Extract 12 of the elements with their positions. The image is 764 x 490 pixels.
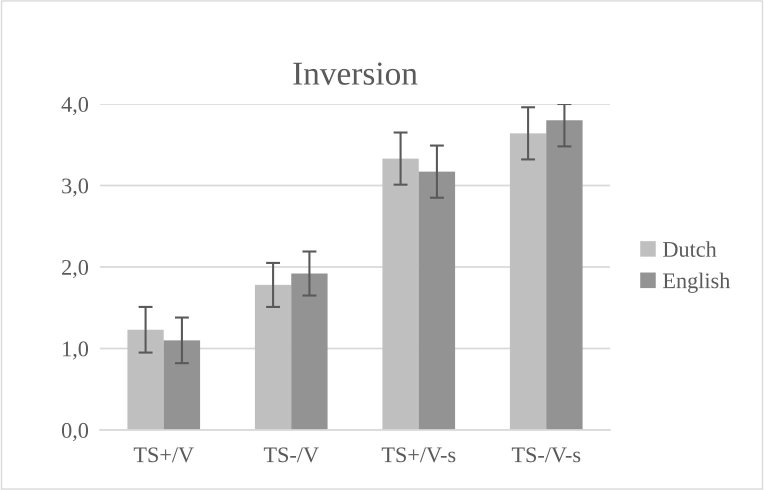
- y-tick-label: 1,0: [63, 341, 88, 360]
- x-tick-label: TS+/V: [134, 447, 194, 462]
- x-tick-label: TS+/V-s: [382, 447, 456, 462]
- y-tick-label: 0,0: [62, 422, 88, 442]
- y-tick-label: 4,0: [62, 96, 88, 116]
- y-tick-label: 3,0: [62, 178, 88, 197]
- legend-label: Dutch: [663, 241, 716, 257]
- x-tick-label: TS-/V: [264, 447, 319, 462]
- y-tick-label: 2,0: [62, 260, 88, 278]
- legend-label: English: [663, 272, 730, 293]
- chart-title: Inversion: [293, 62, 418, 85]
- x-tick-label: TS-/V-s: [512, 447, 580, 462]
